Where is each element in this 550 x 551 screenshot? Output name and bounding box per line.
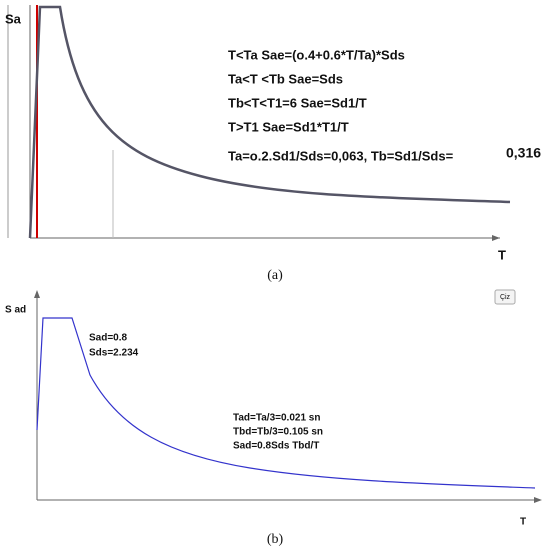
- equation: Tb<T<T1=6 Sae=Sd1/T: [228, 95, 367, 110]
- note: Sad=0.8: [89, 333, 128, 344]
- draw-button[interactable]: Çiz: [494, 289, 516, 305]
- y-label: S ad: [5, 305, 26, 316]
- note: Sad=0.8Sds Tbd/T: [233, 441, 319, 452]
- note: Tad=Ta/3=0.021 sn: [233, 413, 320, 424]
- y-label: Sa: [5, 11, 22, 26]
- design-curve: [36, 317, 536, 489]
- tb-value: 0,316: [506, 145, 541, 161]
- button-label[interactable]: Çiz: [500, 294, 511, 301]
- equation: Ta<T <Tb Sae=Sds: [228, 71, 343, 86]
- x-label: T: [498, 247, 506, 262]
- x-label: T: [520, 517, 526, 528]
- caption: (b): [267, 532, 284, 547]
- panel-b: S ad T Sad=0.8 Sds=2.234 Tad=Ta/3=0.021 …: [5, 289, 542, 547]
- caption: (a): [267, 268, 283, 283]
- x-arrow: [492, 235, 500, 241]
- equation: T<Ta Sae=(o.4+0.6*T/Ta)*Sds: [228, 47, 405, 62]
- equation: T>T1 Sae=Sd1*T1/T: [228, 119, 349, 134]
- panel-a: Sa T T<Ta Sae=(o.4+0.6*T/Ta)*Sds Ta<T <T…: [5, 5, 541, 283]
- spectrum-curve: [28, 5, 511, 239]
- note: Tbd=Tb/3=0.105 sn: [233, 427, 323, 438]
- button-box[interactable]: [494, 289, 516, 305]
- note: Sds=2.234: [89, 348, 139, 359]
- x-arrow: [534, 497, 542, 503]
- y-arrow: [34, 290, 40, 298]
- equation: Ta=o.2.Sd1/Sds=0,063, Tb=Sd1/Sds=: [228, 148, 454, 163]
